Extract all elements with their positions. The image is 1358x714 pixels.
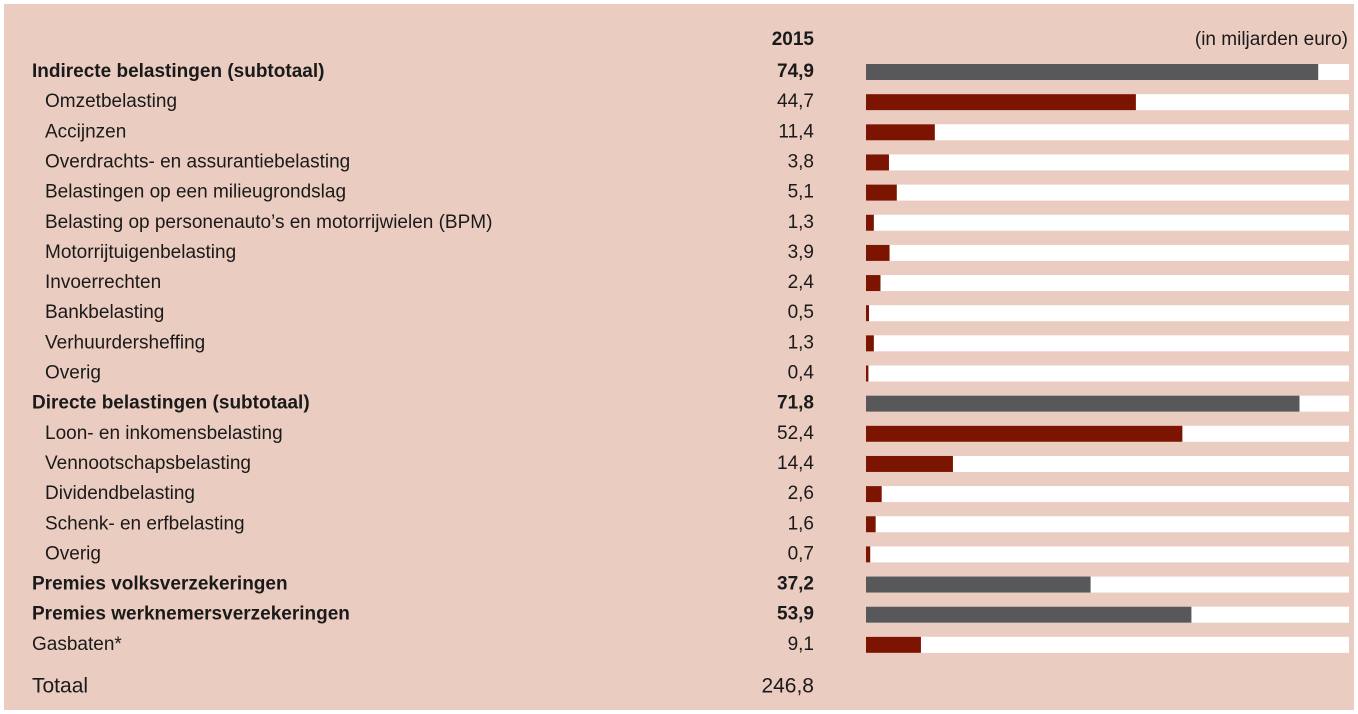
row-label: Accijnzen <box>45 121 126 142</box>
bar-track <box>866 124 1349 141</box>
row-label: Bankbelasting <box>45 302 164 323</box>
row-value: 71,8 <box>777 393 814 414</box>
row-value: 0,7 <box>788 543 814 564</box>
row-value: 1,3 <box>788 332 814 353</box>
bar-track <box>866 305 1349 322</box>
total-value: 246,8 <box>761 675 814 698</box>
bar-track <box>866 154 1349 171</box>
row-label: Directe belastingen (subtotaal) <box>32 393 310 414</box>
bar <box>866 455 953 472</box>
row-label: Belasting op personenauto’s en motorrijw… <box>45 212 492 233</box>
bar-track <box>866 546 1349 563</box>
row-value: 11,4 <box>778 121 814 142</box>
row-label: Gasbaten* <box>32 634 122 655</box>
bar <box>866 636 921 653</box>
row-value: 74,9 <box>777 61 814 82</box>
bar <box>866 275 881 292</box>
bar-track <box>866 636 1349 653</box>
bar <box>866 184 897 201</box>
bar <box>866 425 1183 442</box>
row-label: Motorrijtuigenbelasting <box>45 242 236 263</box>
bar <box>866 124 935 141</box>
bar-track <box>866 486 1349 503</box>
bar <box>866 516 876 533</box>
row-label: Omzetbelasting <box>45 91 177 112</box>
row-value: 1,3 <box>788 212 814 233</box>
bar-track <box>866 275 1349 292</box>
row-value: 0,4 <box>788 363 815 384</box>
row-label: Verhuurdersheffing <box>45 332 205 353</box>
row-label: Schenk- en erfbelasting <box>45 513 245 534</box>
row-value: 53,9 <box>777 604 814 625</box>
row-value: 14,4 <box>777 453 814 474</box>
bar <box>866 335 874 352</box>
row-value: 5,1 <box>788 182 814 203</box>
bar <box>866 576 1091 593</box>
bar <box>866 214 874 231</box>
column-header: 2015 <box>772 29 815 50</box>
row-label: Premies werknemersverzekeringen <box>32 604 350 625</box>
bar <box>866 606 1192 623</box>
bar <box>866 154 889 171</box>
total-label: Totaal <box>32 675 88 698</box>
row-value: 9,1 <box>788 634 814 655</box>
row-label: Overig <box>45 363 101 384</box>
bar-track <box>866 214 1349 231</box>
bar <box>866 94 1136 111</box>
row-value: 0,5 <box>788 302 814 323</box>
bar <box>866 64 1319 80</box>
bar-track <box>866 365 1349 382</box>
row-label: Vennootschapsbelasting <box>45 453 251 474</box>
row-label: Overdrachts- en assurantiebelasting <box>45 151 350 172</box>
bar <box>866 395 1300 412</box>
bar <box>866 365 869 382</box>
row-label: Indirecte belastingen (subtotaal) <box>32 61 324 82</box>
row-label: Dividendbelasting <box>45 483 195 504</box>
bar-track <box>866 244 1349 261</box>
row-value: 3,9 <box>788 242 814 263</box>
row-label: Loon- en inkomensbelasting <box>45 423 283 444</box>
row-label: Premies volksverzekeringen <box>32 574 288 595</box>
row-label: Overig <box>45 543 101 564</box>
bar <box>866 546 871 563</box>
bar <box>866 244 890 261</box>
bar-track <box>866 516 1349 533</box>
row-value: 37,2 <box>777 574 814 595</box>
row-label: Belastingen op een milieugrondslag <box>45 182 346 203</box>
bar <box>866 486 882 503</box>
row-label: Invoerrechten <box>45 272 161 293</box>
row-value: 44,7 <box>777 91 814 112</box>
bar-track <box>866 184 1349 201</box>
unit-label: (in miljarden euro) <box>1195 29 1348 50</box>
row-value: 52,4 <box>777 423 814 444</box>
row-value: 2,4 <box>788 272 815 293</box>
row-value: 3,8 <box>788 151 814 172</box>
bar <box>866 305 870 322</box>
row-value: 2,6 <box>788 483 814 504</box>
bar-track <box>866 455 1349 472</box>
bar-track <box>866 335 1349 352</box>
row-value: 1,6 <box>788 513 814 534</box>
